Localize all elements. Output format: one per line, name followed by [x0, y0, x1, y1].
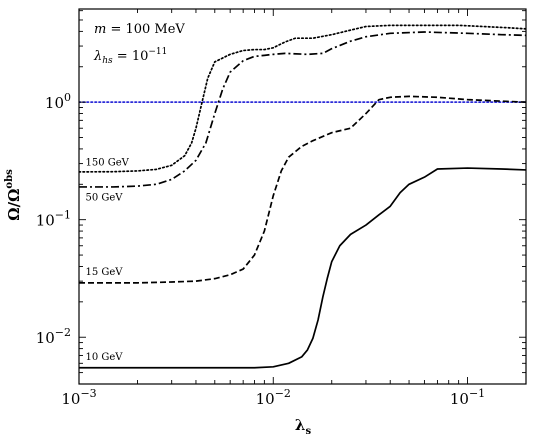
- y-axis-label: Ω/Ωobs: [4, 169, 23, 221]
- annotation-coupling: λhs = 10−11: [93, 47, 167, 66]
- x-tick-label: 10−2: [256, 387, 291, 408]
- x-tick-label: 10−3: [61, 387, 96, 408]
- y-tick-label: 10−2: [36, 326, 71, 347]
- plot-frame: [78, 8, 527, 385]
- series-labels: 150 GeV 50 GeV 15 GeV 10 GeV: [85, 157, 129, 363]
- series-line-150-gev: [79, 24, 526, 173]
- series-label-15-gev: 15 GeV: [85, 267, 123, 278]
- axis-tick-labels: 10−3 10−2 10−1 10−2 10−1 100: [36, 91, 485, 408]
- series-line-15-gev: [79, 95, 526, 284]
- y-tick-label: 10−1: [36, 209, 71, 230]
- annotation-coupling-text: λhs = 10−11: [93, 47, 167, 66]
- axis-ticks: [78, 9, 527, 385]
- series-line-10-gev: [79, 167, 526, 369]
- x-axis-label: λs: [295, 416, 312, 437]
- series-label-10-gev: 10 GeV: [85, 352, 123, 363]
- annotation-mass-text: m = 100 MeV: [94, 22, 185, 37]
- series-line-50-gev: [79, 31, 526, 188]
- series-label-50-gev: 50 GeV: [85, 193, 123, 204]
- plot-area: [79, 24, 526, 369]
- series-label-150-gev: 150 GeV: [85, 157, 129, 168]
- x-tick-label: 10−1: [450, 387, 485, 408]
- y-tick-label: 100: [45, 91, 71, 112]
- annotation-mass: m = 100 MeV: [94, 22, 185, 37]
